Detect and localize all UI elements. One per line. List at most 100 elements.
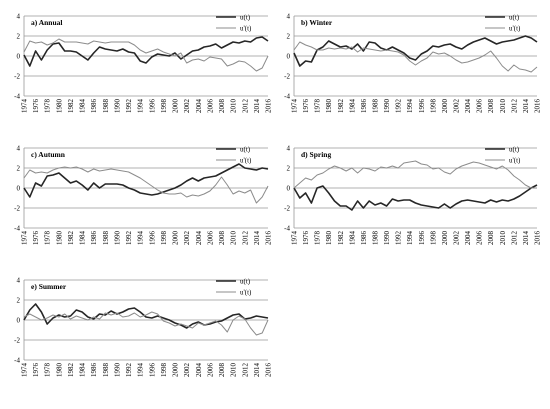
x-tick-label: 2002 bbox=[183, 231, 191, 246]
y-tick-label: 4 bbox=[17, 145, 21, 153]
series-line-u bbox=[23, 303, 269, 329]
x-tick-label: 1976 bbox=[32, 363, 40, 378]
x-tick-label: 2004 bbox=[464, 231, 472, 246]
panel-title: e) Summer bbox=[31, 282, 67, 291]
x-tick-label: 2002 bbox=[183, 363, 191, 378]
x-tick-label: 2006 bbox=[206, 231, 214, 246]
x-tick-label: 1988 bbox=[102, 99, 110, 114]
x-tick-label: 2004 bbox=[195, 99, 203, 114]
x-tick-label: 1994 bbox=[137, 99, 145, 114]
legend-label: u(t) bbox=[240, 146, 251, 154]
x-tick-label: 2004 bbox=[195, 363, 203, 378]
y-tick-label: 2 bbox=[287, 165, 291, 173]
x-tick-label: 1998 bbox=[160, 363, 168, 378]
y-tick-label: 2 bbox=[287, 33, 291, 41]
x-tick-label: 1992 bbox=[125, 231, 133, 246]
x-tick-label: 2002 bbox=[183, 99, 191, 114]
x-tick-label: 1994 bbox=[137, 363, 145, 378]
x-tick-label: 1982 bbox=[337, 99, 345, 114]
x-tick-label: 1978 bbox=[44, 363, 52, 378]
legend-label: u(t) bbox=[509, 146, 520, 154]
x-tick-label: 1990 bbox=[113, 231, 121, 246]
legend-label: u'(t) bbox=[240, 157, 252, 165]
x-tick-label: 2010 bbox=[499, 99, 507, 114]
y-tick-label: 0 bbox=[287, 53, 291, 61]
x-tick-label: 1982 bbox=[67, 363, 75, 378]
x-tick-label: 1996 bbox=[148, 363, 156, 378]
x-tick-label: 2014 bbox=[522, 231, 530, 246]
y-tick-label: -2 bbox=[14, 337, 20, 345]
x-tick-label: 1980 bbox=[55, 363, 63, 378]
x-tick-label: 2004 bbox=[464, 99, 472, 114]
legend-label: u(t) bbox=[240, 14, 251, 22]
x-tick-label: 2010 bbox=[230, 99, 238, 114]
series-line-u-prime bbox=[293, 41, 538, 73]
x-tick-label: 1974 bbox=[291, 231, 299, 246]
y-tick-label: 2 bbox=[17, 297, 21, 305]
y-tick-label: 0 bbox=[17, 317, 21, 325]
x-tick-label: 1984 bbox=[348, 231, 356, 246]
x-tick-label: 1976 bbox=[32, 99, 40, 114]
y-tick-label: 0 bbox=[17, 53, 21, 61]
series-line-u bbox=[293, 184, 538, 211]
x-tick-label: 1976 bbox=[302, 231, 310, 246]
x-tick-label: 2008 bbox=[218, 231, 226, 246]
x-tick-label: 1984 bbox=[79, 231, 87, 246]
x-tick-label: 1980 bbox=[325, 99, 333, 114]
x-tick-label: 2016 bbox=[534, 231, 542, 246]
legend-label: u(t) bbox=[509, 14, 520, 22]
x-tick-label: 2014 bbox=[253, 231, 261, 246]
y-tick-label: -2 bbox=[14, 73, 20, 81]
x-tick-label: 1980 bbox=[55, 231, 63, 246]
x-tick-label: 1986 bbox=[360, 231, 368, 246]
panel-title: a) Annual bbox=[31, 18, 62, 27]
y-tick-label: -4 bbox=[14, 225, 20, 233]
x-tick-label: 1974 bbox=[21, 99, 29, 114]
series-line-u-prime bbox=[23, 38, 269, 72]
y-tick-label: -4 bbox=[284, 93, 290, 101]
y-tick-label: 2 bbox=[17, 33, 21, 41]
x-tick-label: 1976 bbox=[302, 99, 310, 114]
y-tick-label: 4 bbox=[17, 13, 21, 21]
x-tick-label: 2012 bbox=[241, 99, 249, 114]
x-tick-label: 1994 bbox=[406, 99, 414, 114]
x-tick-label: 2006 bbox=[206, 99, 214, 114]
x-tick-label: 2008 bbox=[487, 99, 495, 114]
x-tick-label: 1978 bbox=[314, 99, 322, 114]
x-tick-label: 1996 bbox=[418, 99, 426, 114]
series-line-u-prime bbox=[293, 160, 537, 189]
x-tick-label: 1984 bbox=[348, 99, 356, 114]
y-tick-label: -4 bbox=[14, 93, 20, 101]
x-tick-label: 1984 bbox=[79, 99, 87, 114]
x-tick-label: 1994 bbox=[137, 231, 145, 246]
x-tick-label: 2000 bbox=[172, 99, 180, 114]
panel-title: b) Winter bbox=[301, 18, 333, 27]
x-tick-label: 2000 bbox=[441, 99, 449, 114]
x-tick-label: 2012 bbox=[510, 99, 518, 114]
x-tick-label: 1998 bbox=[160, 99, 168, 114]
x-tick-label: 2016 bbox=[265, 99, 273, 114]
x-tick-label: 1974 bbox=[291, 99, 299, 114]
x-tick-label: 2008 bbox=[487, 231, 495, 246]
x-tick-label: 2004 bbox=[195, 231, 203, 246]
panel-title: c) Autumn bbox=[31, 150, 66, 159]
x-tick-label: 2008 bbox=[218, 363, 226, 378]
x-tick-label: 1988 bbox=[372, 231, 380, 246]
x-tick-label: 2016 bbox=[265, 363, 273, 378]
x-tick-label: 1982 bbox=[67, 99, 75, 114]
x-tick-label: 1990 bbox=[113, 99, 121, 114]
x-tick-label: 1996 bbox=[148, 231, 156, 246]
x-tick-label: 2014 bbox=[253, 99, 261, 114]
x-tick-label: 1998 bbox=[429, 231, 437, 246]
x-tick-label: 1986 bbox=[90, 99, 98, 114]
x-tick-label: 2006 bbox=[476, 231, 484, 246]
y-tick-label: 4 bbox=[17, 277, 21, 285]
y-tick-label: -2 bbox=[14, 205, 20, 213]
x-tick-label: 2002 bbox=[453, 99, 461, 114]
x-tick-label: 2006 bbox=[476, 99, 484, 114]
x-tick-label: 1978 bbox=[44, 99, 52, 114]
